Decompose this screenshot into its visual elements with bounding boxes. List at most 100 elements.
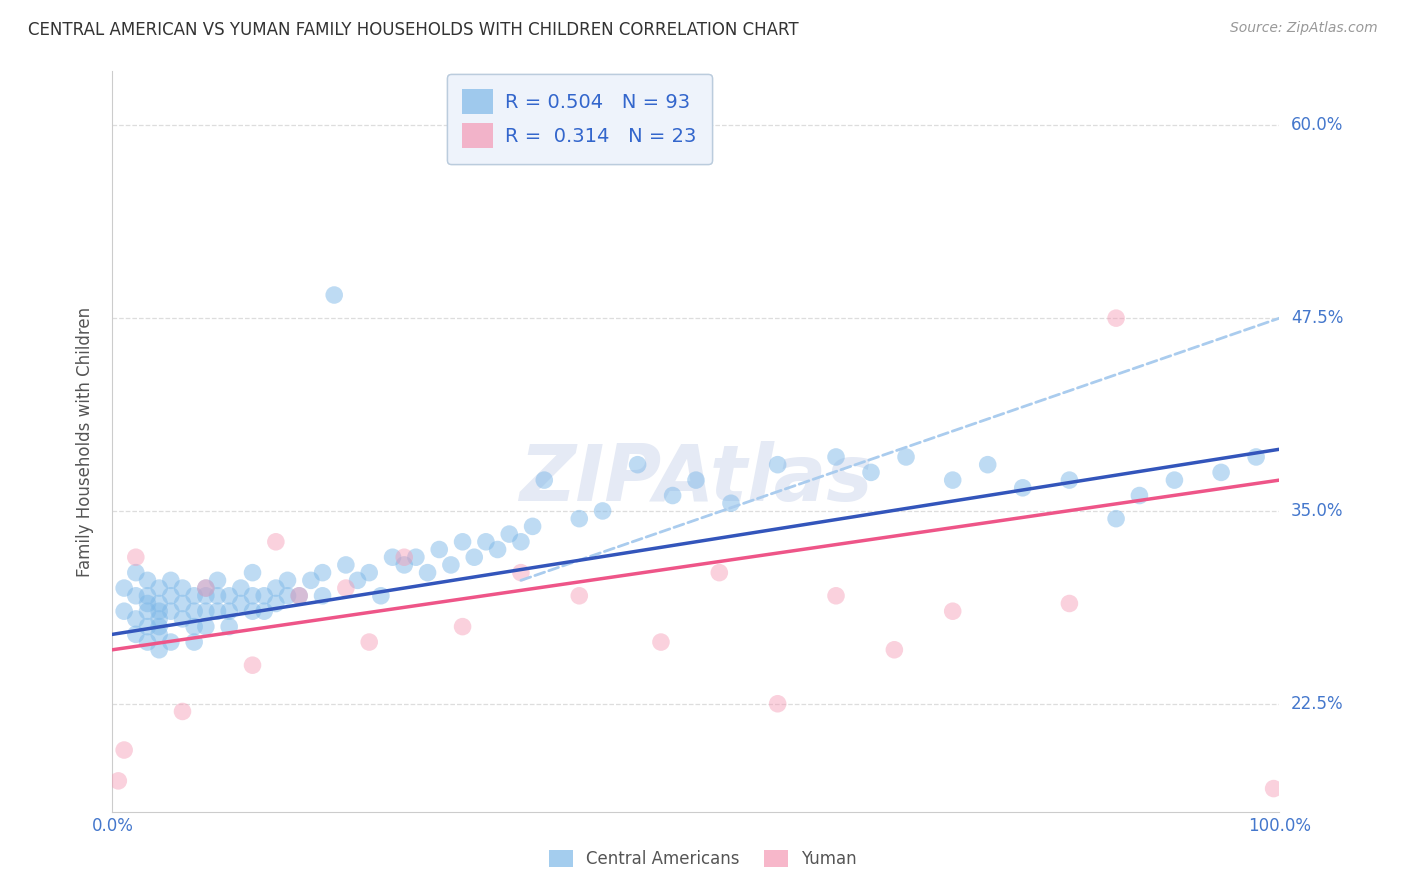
Point [172, 705, 194, 719]
Point [218, 604, 240, 618]
Point [136, 619, 159, 633]
Point [218, 619, 240, 633]
Point [160, 635, 183, 649]
Point [264, 597, 287, 611]
Point [335, 581, 357, 595]
Point [509, 566, 531, 580]
Point [172, 597, 194, 611]
Point [264, 581, 287, 595]
Point [486, 542, 509, 557]
Point [136, 597, 159, 611]
Point [136, 635, 159, 649]
Point [1209, 466, 1232, 480]
Point [172, 581, 194, 595]
Point [112, 581, 135, 595]
Point [976, 458, 998, 472]
Point [125, 627, 148, 641]
Point [894, 450, 917, 464]
Point [1011, 481, 1033, 495]
Point [264, 534, 287, 549]
Point [825, 450, 848, 464]
Point [183, 604, 205, 618]
Point [183, 589, 205, 603]
Point [370, 589, 392, 603]
Point [475, 534, 498, 549]
Point [766, 458, 789, 472]
Point [394, 550, 416, 565]
Point [207, 589, 229, 603]
Point [136, 604, 159, 618]
Point [253, 589, 276, 603]
Point [207, 604, 229, 618]
Point [463, 550, 485, 565]
Point [112, 604, 135, 618]
Point [1163, 473, 1185, 487]
Point [1059, 597, 1081, 611]
Point [568, 511, 591, 525]
Point [218, 589, 240, 603]
Point [709, 566, 731, 580]
Point [860, 466, 883, 480]
Point [359, 635, 381, 649]
Point [242, 658, 264, 673]
Text: ZIPAtlas: ZIPAtlas [519, 441, 873, 516]
Point [405, 550, 427, 565]
Point [685, 473, 707, 487]
Point [242, 566, 264, 580]
Point [194, 604, 217, 618]
Point [720, 496, 742, 510]
Point [509, 534, 531, 549]
Point [288, 589, 311, 603]
Point [592, 504, 614, 518]
Point [451, 534, 474, 549]
Text: CENTRAL AMERICAN VS YUMAN FAMILY HOUSEHOLDS WITH CHILDREN CORRELATION CHART: CENTRAL AMERICAN VS YUMAN FAMILY HOUSEHO… [28, 21, 799, 38]
Point [1263, 781, 1285, 796]
Point [416, 566, 439, 580]
Text: 60.0%: 60.0% [1291, 116, 1344, 135]
Point [160, 574, 183, 588]
Point [568, 589, 591, 603]
Point [650, 635, 672, 649]
Point [942, 473, 965, 487]
Point [183, 619, 205, 633]
Point [346, 574, 368, 588]
Point [242, 604, 264, 618]
Point [1105, 511, 1128, 525]
Point [194, 581, 217, 595]
Point [522, 519, 544, 533]
Point [942, 604, 965, 618]
Point [242, 589, 264, 603]
Point [627, 458, 650, 472]
Point [160, 589, 183, 603]
Point [148, 604, 170, 618]
Point [125, 550, 148, 565]
Point [148, 642, 170, 657]
Point [194, 589, 217, 603]
Point [381, 550, 404, 565]
Point [311, 589, 333, 603]
Point [229, 597, 252, 611]
Point [299, 574, 322, 588]
Point [229, 581, 252, 595]
Point [533, 473, 555, 487]
Point [1059, 473, 1081, 487]
Point [125, 566, 148, 580]
Point [136, 589, 159, 603]
Point [276, 574, 298, 588]
Point [112, 743, 135, 757]
Point [427, 542, 450, 557]
Point [766, 697, 789, 711]
Point [1244, 450, 1267, 464]
Point [323, 288, 346, 302]
Point [1105, 311, 1128, 326]
Point [136, 574, 159, 588]
Point [661, 489, 683, 503]
Point [172, 612, 194, 626]
Point [498, 527, 520, 541]
Point [883, 642, 905, 657]
Legend: Central Americans, Yuman: Central Americans, Yuman [543, 843, 863, 875]
Point [253, 604, 276, 618]
Point [825, 589, 848, 603]
Text: 35.0%: 35.0% [1291, 502, 1344, 520]
Point [335, 558, 357, 572]
